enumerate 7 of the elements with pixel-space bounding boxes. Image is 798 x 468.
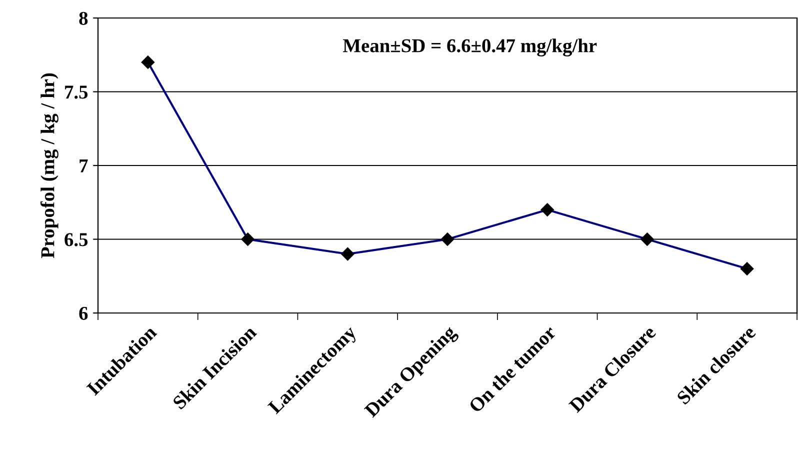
y-tick-label: 6 <box>79 306 88 320</box>
y-tick-label: 6.5 <box>64 233 88 246</box>
y-tick-label: 8 <box>79 12 88 25</box>
y-tick-label: 7.5 <box>65 86 88 99</box>
y-axis-title: Propofol (mg / kg / hr) <box>40 73 58 258</box>
annotation: Mean±SD = 6.6±0.47 mg/kg/hr <box>342 38 597 56</box>
y-tick-label: 7 <box>80 160 88 172</box>
